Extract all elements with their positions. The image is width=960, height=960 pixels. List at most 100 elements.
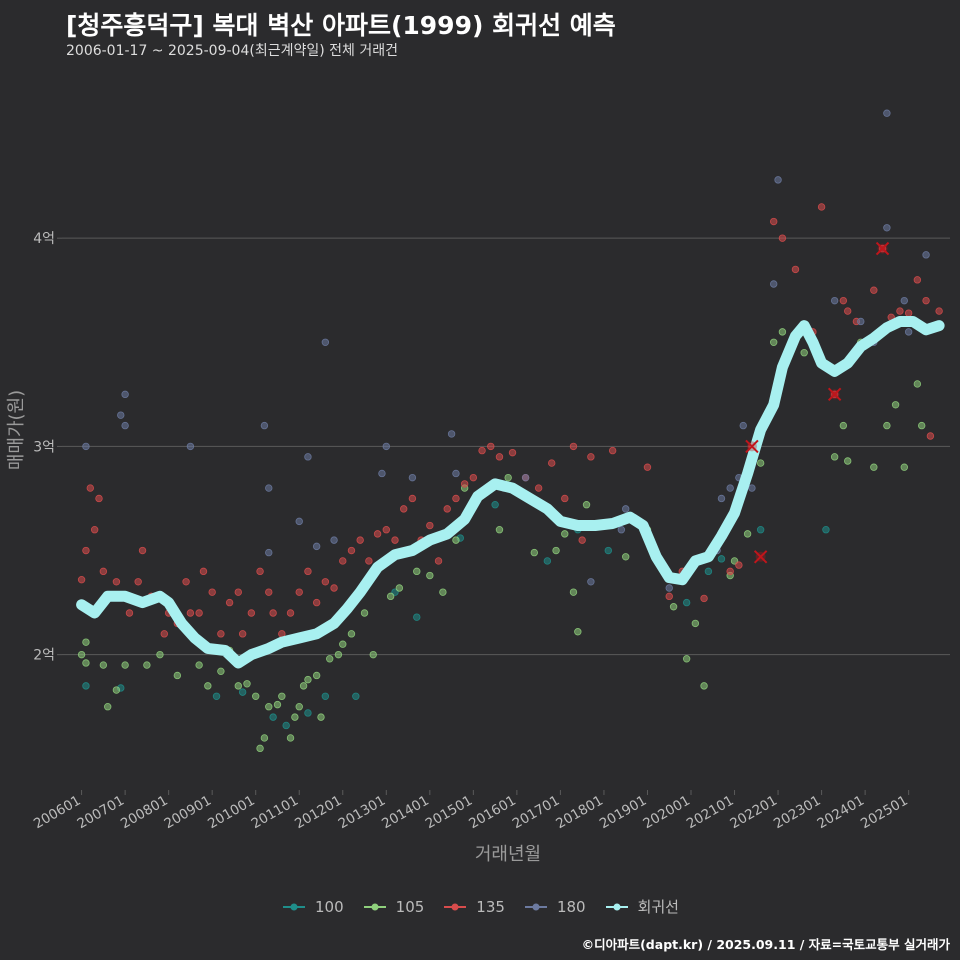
data-point-105 <box>504 473 512 482</box>
data-point-135 <box>265 588 273 596</box>
data-point-105 <box>439 588 447 596</box>
data-point-100 <box>352 692 360 700</box>
data-point-105 <box>830 453 839 461</box>
data-point-135 <box>922 296 930 305</box>
data-point-105 <box>121 661 129 669</box>
highlight-markers <box>745 241 890 564</box>
x-tick-label: 201701 <box>510 793 563 833</box>
data-point-180 <box>665 584 673 592</box>
data-point-135 <box>356 536 364 544</box>
legend-label: 180 <box>556 897 586 916</box>
y-tick-label: 3억 <box>33 439 55 455</box>
data-point-135 <box>478 446 486 455</box>
data-point-135 <box>269 609 277 617</box>
data-point-135 <box>460 480 469 488</box>
data-point-135 <box>125 609 134 617</box>
data-point-105 <box>913 380 922 388</box>
data-point-180 <box>121 390 129 399</box>
data-point-135 <box>469 473 478 482</box>
chart-legend: 100 105 135 180 회귀선 <box>0 896 960 917</box>
data-point-100 <box>321 692 330 700</box>
data-point-135 <box>365 557 373 565</box>
legend-item-100: 100 <box>281 896 344 917</box>
data-point-135 <box>926 432 935 440</box>
data-point-135 <box>330 584 338 592</box>
data-point-105 <box>326 655 334 663</box>
legend-swatch <box>605 903 628 910</box>
data-point-135 <box>382 526 390 534</box>
data-point-180 <box>726 484 734 492</box>
data-point-100 <box>269 713 277 721</box>
data-point-105 <box>883 421 891 430</box>
data-point-100 <box>682 598 691 607</box>
data-point-105 <box>891 401 900 409</box>
data-point-105 <box>386 592 395 601</box>
data-point-105 <box>339 640 347 648</box>
data-point-180 <box>330 536 338 544</box>
data-point-135 <box>770 217 778 226</box>
data-point-105 <box>317 713 325 721</box>
data-point-135 <box>134 578 142 586</box>
data-point-105 <box>204 682 212 690</box>
data-point-180 <box>295 517 303 526</box>
highlight-marker-cross <box>745 439 759 454</box>
scatter-points <box>77 109 943 753</box>
data-point-135 <box>408 494 417 503</box>
data-point-135 <box>443 505 451 513</box>
data-point-135 <box>817 203 826 211</box>
data-point-135 <box>839 296 848 305</box>
data-point-135 <box>434 557 443 565</box>
x-tick-label: 201001 <box>205 793 258 833</box>
x-tick-label: 201501 <box>423 793 476 833</box>
data-point-180 <box>521 473 530 482</box>
data-point-105 <box>561 530 569 538</box>
legend-item-180: 180 <box>523 896 586 917</box>
data-point-135 <box>208 588 216 596</box>
data-point-180 <box>452 469 460 478</box>
data-point-135 <box>312 598 321 607</box>
data-point-135 <box>238 630 247 638</box>
data-point-105 <box>426 571 434 580</box>
data-point-100 <box>282 721 290 730</box>
data-point-135 <box>548 459 556 467</box>
data-point-180 <box>260 421 269 430</box>
legend-swatch <box>524 903 547 910</box>
data-point-135 <box>247 609 256 617</box>
data-point-105 <box>700 682 708 690</box>
data-point-135 <box>77 575 86 584</box>
data-point-180 <box>321 338 330 346</box>
data-point-105 <box>304 675 312 684</box>
highlight-marker-cross <box>753 550 768 564</box>
data-point-135 <box>643 463 652 471</box>
data-point-105 <box>800 349 808 357</box>
data-point-135 <box>234 588 242 596</box>
data-point-135 <box>495 453 504 461</box>
data-point-135 <box>217 630 225 638</box>
data-point-105 <box>770 338 778 346</box>
data-point-180 <box>587 578 595 586</box>
x-tick-label: 200801 <box>118 793 171 833</box>
x-tick-label: 200701 <box>74 793 127 833</box>
data-point-135 <box>400 505 408 513</box>
data-point-105 <box>778 328 787 336</box>
x-tick-label: 202301 <box>771 793 824 833</box>
data-point-135 <box>160 630 168 638</box>
data-point-105 <box>900 463 908 471</box>
data-point-100 <box>604 546 612 555</box>
data-point-105 <box>82 659 90 667</box>
data-point-100 <box>543 557 552 565</box>
data-point-135 <box>373 530 382 538</box>
data-point-135 <box>791 265 800 274</box>
data-point-105 <box>360 609 369 617</box>
data-point-105 <box>347 630 356 638</box>
data-point-180 <box>622 505 630 513</box>
data-point-105 <box>743 530 752 538</box>
x-tick-label: 202101 <box>684 793 737 833</box>
data-point-105 <box>104 703 112 711</box>
data-point-135 <box>608 446 617 455</box>
data-point-105 <box>99 661 108 669</box>
data-point-135 <box>99 567 108 576</box>
data-point-135 <box>778 234 787 242</box>
data-point-105 <box>217 667 225 676</box>
data-point-105 <box>369 650 377 659</box>
